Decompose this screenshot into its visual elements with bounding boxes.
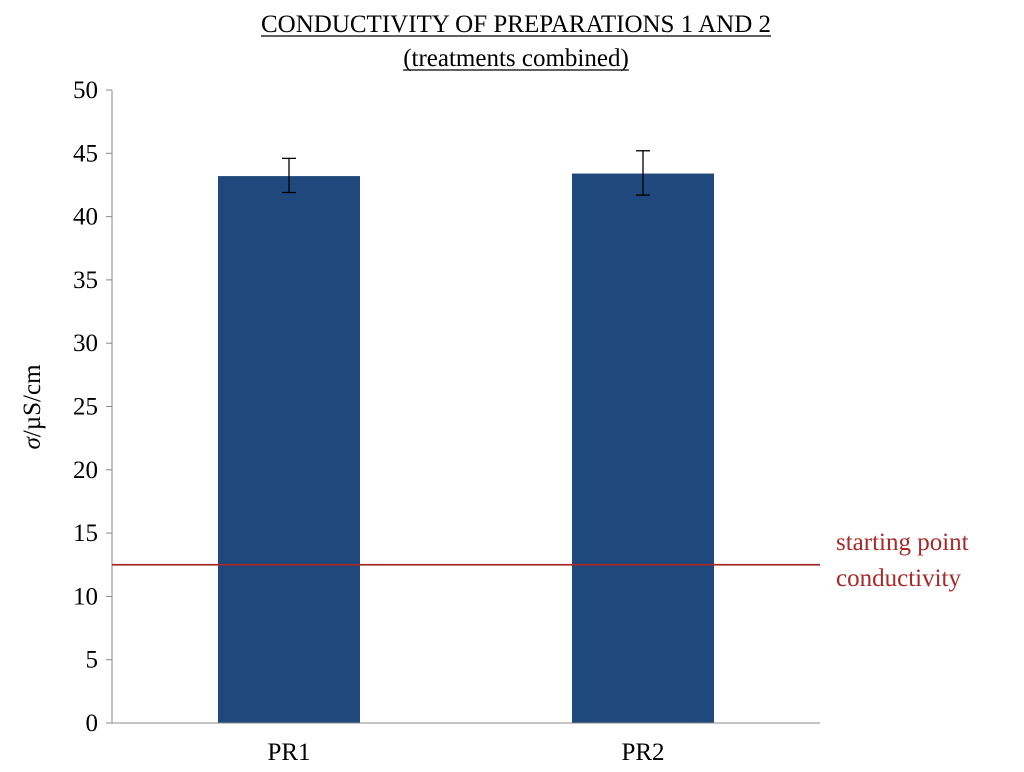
reference-line-label-line1: starting point	[836, 529, 969, 556]
chart-subtitle: (treatments combined)	[403, 45, 629, 72]
y-tick-label: 45	[73, 140, 98, 167]
y-tick-label: 40	[73, 204, 98, 231]
y-axis-label: σ/µS/cm	[19, 364, 46, 450]
reference-line-label-line2: conductivity	[836, 565, 961, 592]
bars	[218, 173, 714, 723]
bar-pr1	[218, 176, 360, 723]
y-tick-label: 25	[73, 394, 98, 421]
y-axis-label-symbol: σ	[19, 436, 46, 450]
y-tick-label: 35	[73, 267, 98, 294]
error-bars	[282, 150, 650, 196]
y-tick-label: 10	[73, 583, 98, 610]
y-axis-label-unit: /µS/cm	[19, 364, 46, 437]
chart-title: CONDUCTIVITY OF PREPARATIONS 1 AND 2	[261, 11, 771, 38]
x-axis-labels: PR1 PR2	[267, 739, 664, 766]
y-tick-label: 15	[73, 520, 98, 547]
reference-line-group: starting point conductivity	[112, 529, 969, 592]
x-category-label: PR1	[267, 739, 310, 766]
y-tick-label: 5	[86, 647, 99, 674]
y-tick-label: 0	[86, 710, 99, 737]
y-tick-label: 30	[73, 330, 98, 357]
axes	[111, 90, 820, 724]
y-axis-ticks: 0 5 10 15 20 25 30 35 40 45 50	[73, 77, 112, 737]
bar-pr2	[572, 173, 714, 723]
x-category-label: PR2	[621, 739, 664, 766]
y-tick-label: 20	[73, 457, 98, 484]
y-tick-label: 50	[73, 77, 98, 104]
